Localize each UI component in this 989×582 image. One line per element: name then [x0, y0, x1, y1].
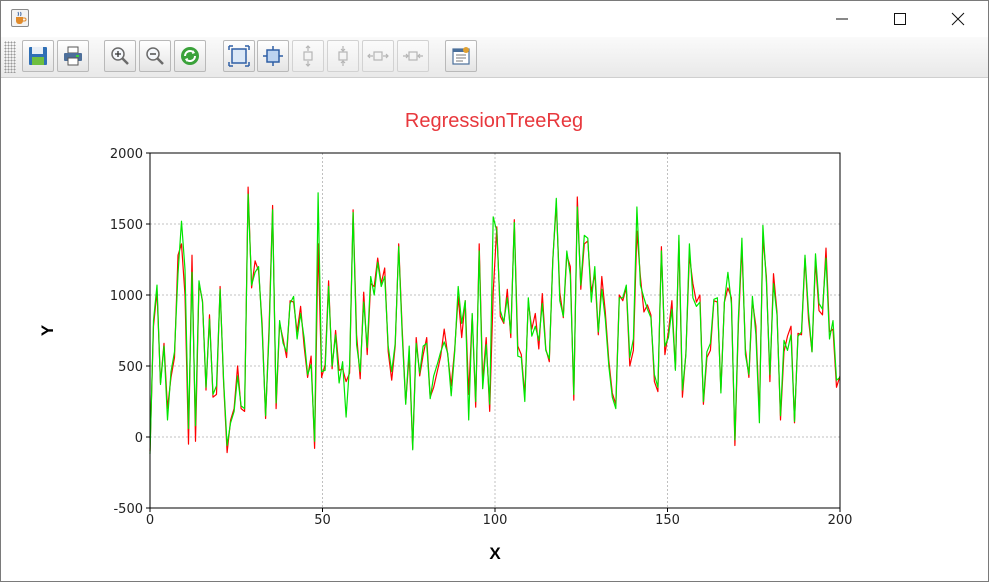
y-tick-label: -500	[113, 502, 143, 517]
properties-icon	[452, 47, 470, 65]
series-line-2	[149, 192, 841, 455]
y-tick-label: 1500	[110, 218, 143, 233]
toolbar	[1, 37, 988, 78]
y-tick-label: 0	[135, 431, 143, 446]
maximize-button[interactable]	[871, 1, 929, 37]
fit-all-button[interactable]	[223, 40, 255, 72]
shrink-vertical-button[interactable]	[327, 40, 359, 72]
maximize-icon	[894, 13, 906, 25]
close-icon	[951, 12, 965, 26]
zoom-out-icon	[146, 47, 164, 65]
fit-selection-button[interactable]	[257, 40, 289, 72]
fit-selection-icon	[263, 46, 283, 66]
fit-all-icon	[228, 45, 250, 67]
floppy-disk-icon	[29, 47, 47, 65]
zoom-in-icon	[111, 47, 129, 65]
x-tick-label: 100	[483, 513, 508, 528]
chart-title: RegressionTreeReg	[405, 110, 583, 132]
x-tick-label: 200	[828, 513, 853, 528]
close-button[interactable]	[929, 1, 987, 37]
zoom-in-button[interactable]	[104, 40, 136, 72]
printer-icon	[64, 46, 82, 66]
chart-panel[interactable]: 0 50 100 150 200 -500 0 500 1000 1500 2000 Regressi…	[1, 78, 988, 581]
refresh-button[interactable]	[174, 40, 206, 72]
shrink-horizontal-button[interactable]	[397, 40, 429, 72]
title-bar[interactable]	[1, 1, 988, 37]
properties-button[interactable]	[445, 40, 477, 72]
x-tick-label: 0	[146, 513, 154, 528]
y-tick-label: 2000	[110, 147, 143, 162]
print-button[interactable]	[57, 40, 89, 72]
fit-horizontal-button[interactable]	[362, 40, 394, 72]
shrink-horizontal-icon	[403, 51, 423, 61]
zoom-out-button[interactable]	[139, 40, 171, 72]
x-tick-label: 150	[655, 513, 680, 528]
y-axis-label: Y	[38, 324, 57, 336]
fit-vertical-icon	[303, 45, 313, 67]
y-tick-label: 500	[118, 360, 143, 375]
x-tick-label: 50	[314, 513, 331, 528]
minimize-icon	[836, 18, 848, 20]
y-tick-label: 1000	[110, 289, 143, 304]
chart-svg: 0 50 100 150 200-5000500100015002000Regressi…	[38, 110, 853, 563]
fit-vertical-button[interactable]	[292, 40, 324, 72]
toolbar-grip[interactable]	[4, 41, 16, 73]
minimize-button[interactable]	[813, 1, 871, 37]
shrink-vertical-icon	[338, 46, 348, 66]
refresh-icon	[181, 47, 199, 65]
x-axis-label: X	[489, 544, 501, 563]
java-cup-icon[interactable]	[11, 9, 29, 27]
fit-horizontal-icon	[367, 51, 389, 61]
save-button[interactable]	[22, 40, 54, 72]
